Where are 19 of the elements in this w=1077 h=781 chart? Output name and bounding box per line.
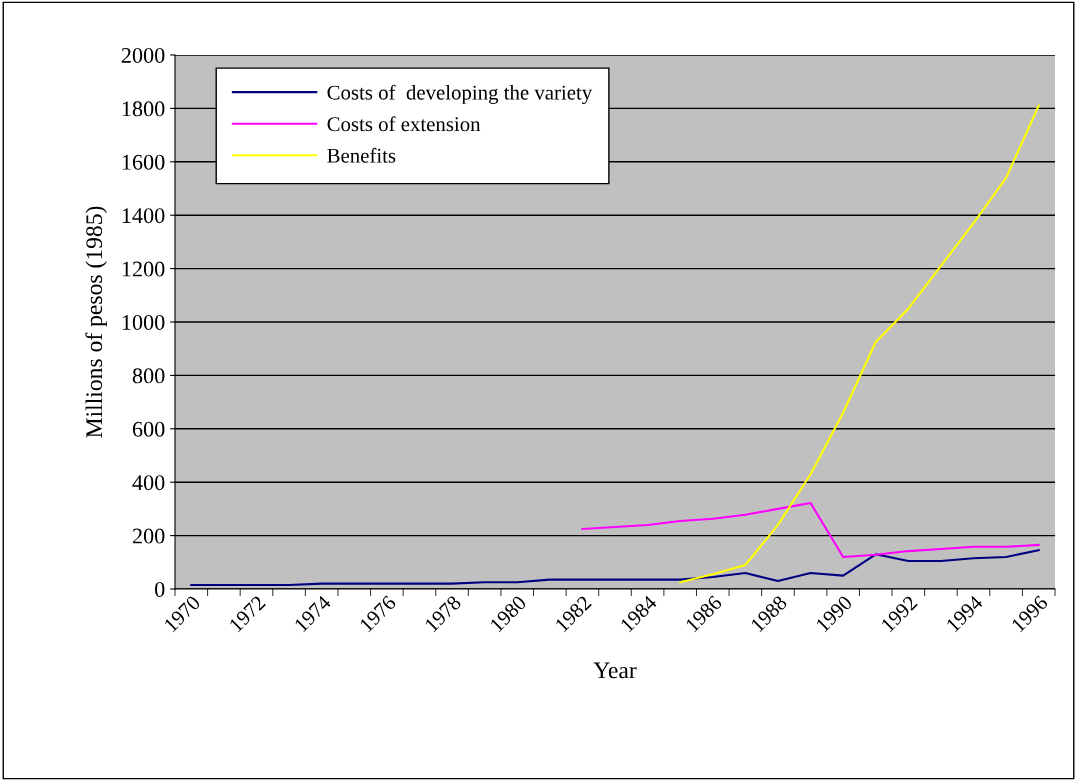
legend-label: Costs of extension	[327, 116, 481, 132]
y-tick-label: 800	[132, 368, 165, 384]
line-series	[679, 104, 1040, 584]
y-axis-title: Millions of pesos (1985)	[85, 206, 107, 438]
line-series	[581, 501, 1040, 558]
y-tick-label: 2000	[121, 47, 165, 63]
y-tick-label: 1000	[122, 314, 165, 330]
y-tick-label: 600	[132, 421, 165, 437]
legend-label: Benefits	[327, 147, 396, 163]
y-tick-label: 1600	[122, 154, 165, 170]
legend-label: Costs of developing the variety	[327, 84, 593, 104]
y-tick-label: 1400	[122, 208, 165, 224]
y-tick-label: 400	[132, 475, 165, 491]
y-tick-label: 1200	[122, 261, 165, 277]
y-tick-label: 200	[132, 528, 165, 544]
y-tick-label: 0	[155, 581, 165, 597]
y-tick-label: 1800	[122, 101, 165, 117]
x-axis-title: Year	[593, 662, 637, 679]
line-series	[190, 549, 1040, 587]
